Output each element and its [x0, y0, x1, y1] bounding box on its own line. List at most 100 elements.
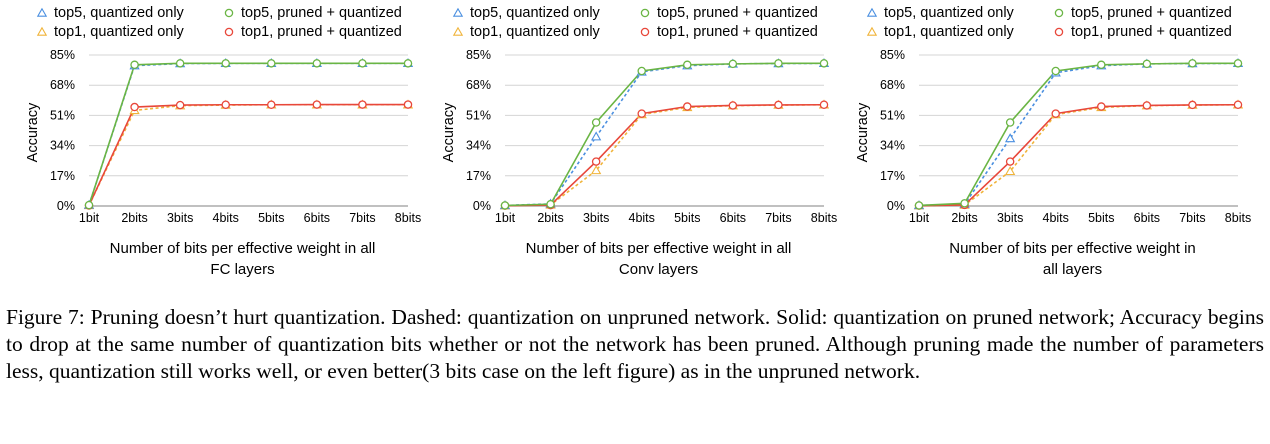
- y-tick-label: 0%: [57, 199, 75, 213]
- legend-marker-triangle: [452, 26, 464, 36]
- y-tick-label: 68%: [466, 78, 491, 92]
- chart-panel-2: top5, quantized only top5, pruned + quant…: [441, 5, 837, 278]
- x-tick-label: 7bits: [349, 211, 375, 225]
- y-axis-title: Accuracy: [441, 102, 457, 162]
- y-tick-label: 0%: [473, 199, 491, 213]
- data-point-circle: [637, 109, 646, 118]
- y-tick-label: 34%: [880, 139, 905, 153]
- data-point-circle: [500, 201, 510, 210]
- figure-caption: Figure 7: Pruning doesn’t hurt quantizat…: [6, 304, 1264, 385]
- y-tick-label: 0%: [887, 199, 905, 213]
- x-tick-label: 8bits: [811, 211, 837, 225]
- data-point-circle: [358, 59, 367, 68]
- legend-marker-triangle: [36, 7, 48, 17]
- data-point-circle: [1233, 59, 1243, 68]
- data-point-circle: [1005, 157, 1015, 166]
- legend-marker-circle: [224, 27, 234, 37]
- data-point-circle: [728, 101, 738, 110]
- x-tick-label: 2bits: [951, 211, 977, 225]
- x-tick-label: 5bits: [1088, 211, 1114, 225]
- x-tick-label: 4bits: [213, 211, 239, 225]
- x-tick-label: 3bits: [167, 211, 193, 225]
- series-line: [918, 103, 1239, 207]
- x-tick-label: 2bits: [537, 211, 563, 225]
- data-point-circle: [819, 100, 829, 109]
- legend-marker-triangle: [866, 26, 878, 36]
- y-tick-label: 34%: [50, 139, 75, 153]
- data-point-circle: [546, 199, 555, 209]
- caption-text: Figure 7: Pruning doesn’t hurt quantizat…: [6, 305, 1264, 383]
- y-tick-label: 68%: [880, 78, 905, 92]
- y-tick-label: 17%: [50, 169, 75, 183]
- data-point-circle: [1188, 59, 1197, 68]
- data-point-circle: [1097, 60, 1106, 70]
- y-axis-title: Accuracy: [25, 102, 41, 162]
- legend-marker-triangle: [36, 26, 48, 36]
- legend-label: top5, pruned + quantized: [241, 5, 402, 21]
- data-point-circle: [1233, 100, 1243, 109]
- x-tick-label: 3bits: [997, 211, 1023, 225]
- series-line: [918, 103, 1239, 207]
- y-tick-label: 17%: [466, 169, 491, 183]
- x-tick-label: 6bits: [304, 211, 330, 225]
- y-tick-label: 85%: [466, 48, 491, 62]
- x-tick-label: 7bits: [1179, 211, 1205, 225]
- data-point-circle: [267, 100, 276, 109]
- legend-label: top5, pruned + quantized: [1071, 5, 1232, 21]
- data-point-circle: [774, 100, 783, 110]
- legend-marker-circle: [640, 8, 650, 18]
- series-line: [88, 103, 408, 206]
- legend-label: top1, pruned + quantized: [657, 24, 818, 40]
- x-axis-title-line: Number of bits per effective weight in a…: [526, 240, 792, 257]
- chart-panel-3: top5, quantized only top5, pruned + quant…: [855, 5, 1251, 278]
- data-point-circle: [312, 100, 322, 109]
- data-point-circle: [637, 66, 646, 76]
- series-line: [918, 62, 1238, 207]
- x-tick-label: 1bit: [79, 211, 100, 225]
- data-point-circle: [1051, 66, 1060, 76]
- y-tick-label: 68%: [50, 78, 75, 92]
- x-tick-label: 1bit: [909, 211, 930, 225]
- legend-label: top5, pruned + quantized: [657, 5, 818, 21]
- legend-label: top5, quantized only: [54, 5, 185, 21]
- figure-charts: top5, quantized only top5, pruned + quant…: [25, 5, 1251, 278]
- data-point-circle: [819, 59, 829, 68]
- data-point-circle: [1188, 100, 1197, 110]
- legend-label: top5, quantized only: [470, 5, 601, 21]
- x-axis-title-line: Conv layers: [619, 261, 698, 278]
- y-tick-label: 51%: [880, 108, 905, 122]
- data-point-circle: [960, 199, 969, 208]
- x-tick-label: 6bits: [720, 211, 746, 225]
- chart-panel-1: top5, quantized only top5, pruned + quant…: [25, 5, 421, 278]
- data-point-circle: [403, 100, 413, 109]
- legend-marker-circle: [1054, 8, 1064, 18]
- y-tick-label: 51%: [466, 108, 491, 122]
- x-tick-label: 7bits: [765, 211, 791, 225]
- data-point-circle: [221, 59, 230, 68]
- series-line: [504, 103, 825, 207]
- y-tick-label: 85%: [50, 48, 75, 62]
- data-point-triangle: [590, 131, 602, 141]
- legend-label: top1, pruned + quantized: [241, 24, 402, 40]
- data-point-circle: [130, 102, 139, 112]
- data-point-circle: [221, 100, 230, 109]
- data-point-triangle: [1004, 166, 1016, 176]
- data-point-circle: [683, 102, 692, 111]
- x-axis-title-line: Number of bits per effective weight in: [949, 240, 1196, 257]
- legend-marker-circle: [640, 27, 650, 37]
- x-axis-title-line: all layers: [1043, 261, 1102, 278]
- series-line: [504, 62, 824, 207]
- series-line: [504, 103, 825, 207]
- legend-marker-circle: [1054, 27, 1064, 37]
- x-tick-label: 8bits: [1225, 211, 1251, 225]
- data-point-circle: [914, 201, 924, 210]
- data-point-circle: [1142, 101, 1152, 110]
- series-line: [88, 62, 408, 206]
- x-tick-label: 3bits: [583, 211, 609, 225]
- data-point-circle: [403, 59, 413, 68]
- y-tick-label: 34%: [466, 139, 491, 153]
- x-tick-label: 4bits: [629, 211, 655, 225]
- legend-label: top5, quantized only: [884, 5, 1015, 21]
- data-point-circle: [591, 118, 601, 127]
- x-tick-label: 5bits: [674, 211, 700, 225]
